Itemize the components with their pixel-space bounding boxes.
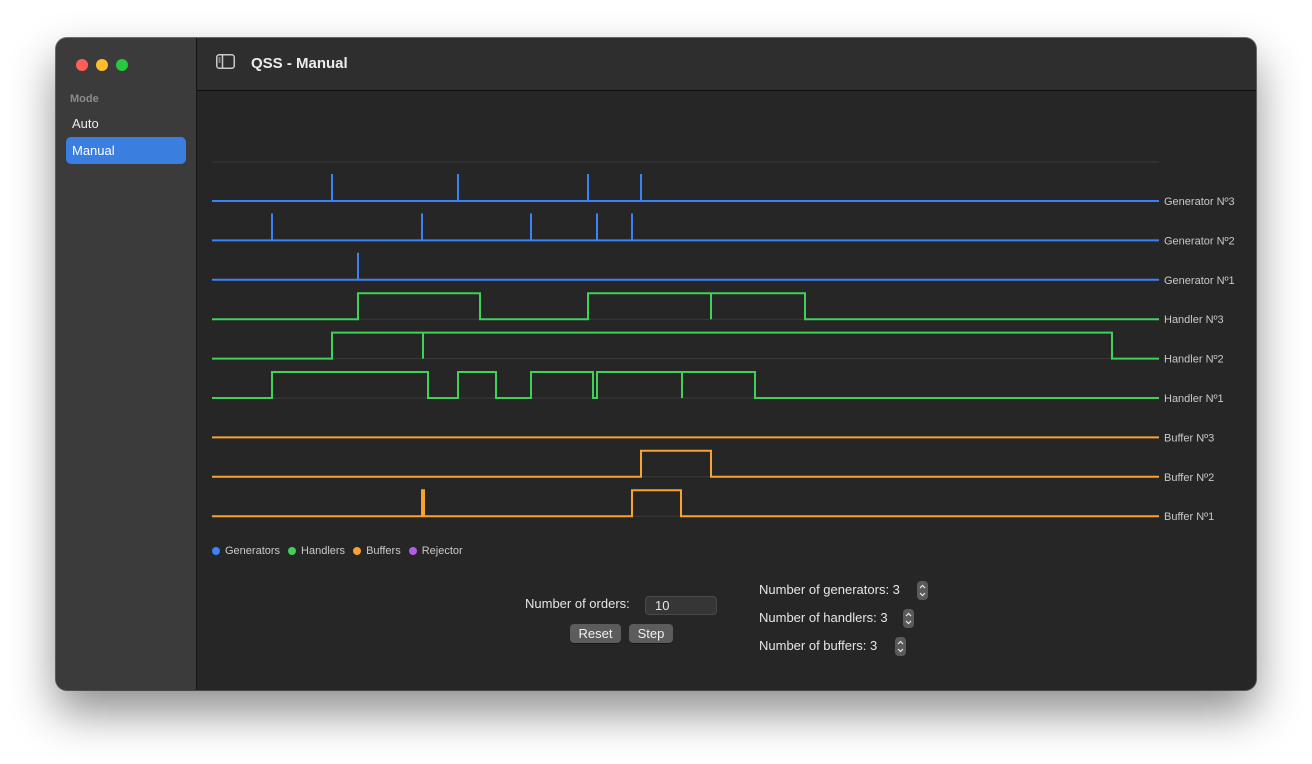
handlers-stepper[interactable] — [903, 609, 914, 628]
sidebar-section-mode: Mode — [70, 93, 99, 105]
busy-interval — [423, 333, 1112, 359]
generators-stepper[interactable] — [917, 581, 928, 600]
busy-interval — [358, 293, 480, 319]
timeline-row-handler-n-2: Handler Nº2 — [212, 331, 1224, 366]
busy-interval — [682, 372, 755, 398]
busy-interval — [332, 333, 423, 359]
busy-interval — [458, 372, 496, 398]
legend-dot-handlers — [288, 547, 297, 555]
timeline-row-generator-n-2: Generator Nº2 — [212, 213, 1235, 247]
timeline-row-handler-n-1: Handler Nº1 — [212, 371, 1224, 405]
legend-dot-generators — [212, 547, 220, 555]
busy-interval — [711, 293, 805, 319]
minimize-window-button[interactable] — [96, 59, 108, 71]
legend-dot-buffers — [353, 547, 362, 555]
timeline-row-buffer-n-1: Buffer Nº1 — [212, 489, 1214, 523]
orders-label: Number of orders: — [525, 596, 630, 611]
step-button[interactable]: Step — [629, 624, 673, 643]
timeline-row-label: Handler Nº2 — [1164, 354, 1224, 366]
close-window-button[interactable] — [76, 59, 88, 71]
timeline-row-label: Generator Nº1 — [1164, 275, 1235, 287]
state-trace — [212, 371, 1159, 399]
legend-label-rejector: Rejector — [421, 545, 463, 557]
legend-label-generators: Generators — [225, 545, 281, 557]
timeline-row-generator-n-3: Generator Nº3 — [212, 174, 1235, 208]
state-trace — [212, 331, 1159, 360]
timeline-row-label: Buffer Nº2 — [1164, 472, 1214, 484]
timeline-row-generator-n-1: Generator Nº1 — [212, 252, 1235, 287]
chart-legend: Generators Handlers Buffers Rejector — [212, 545, 463, 557]
buffers-count-label: Number of buffers: 3 — [759, 638, 878, 653]
app-window: Mode Auto Manual QSS - Manual Generator … — [56, 38, 1256, 690]
chevron-up-down-icon — [919, 584, 926, 597]
timeline-row-buffer-n-2: Buffer Nº2 — [212, 449, 1214, 484]
state-trace — [212, 292, 1159, 321]
busy-interval — [272, 372, 428, 398]
legend-dot-rejector — [408, 547, 417, 555]
timeline-row-label: Generator Nº3 — [1164, 196, 1235, 208]
busy-interval — [641, 451, 711, 477]
busy-interval — [531, 372, 593, 398]
orders-input[interactable] — [645, 596, 717, 615]
sidebar: Mode Auto Manual — [56, 38, 197, 690]
chevron-up-down-icon — [905, 612, 912, 625]
legend-item-buffers: Buffers — [353, 545, 401, 557]
busy-interval — [588, 293, 711, 319]
timeline-row-handler-n-3: Handler Nº3 — [212, 292, 1224, 326]
zoom-window-button[interactable] — [116, 59, 128, 71]
toolbar: QSS - Manual — [197, 38, 1256, 91]
sidebar-item-manual[interactable]: Manual — [66, 137, 186, 164]
timeline-chart: Generator Nº3 Generator Nº2 Generator Nº1 H… — [212, 161, 1235, 523]
timeline-row-label: Generator Nº2 — [1164, 235, 1235, 247]
chevron-up-down-icon — [897, 640, 904, 653]
generators-count-label: Number of generators: 3 — [759, 582, 900, 597]
legend-label-buffers: Buffers — [366, 545, 401, 557]
timeline-row-label: Buffer Nº3 — [1164, 432, 1214, 444]
timeline-row-label: Buffer Nº1 — [1164, 511, 1214, 523]
busy-interval — [632, 490, 681, 516]
timeline-row-label: Handler Nº1 — [1164, 393, 1224, 405]
state-trace — [212, 489, 1159, 518]
busy-interval — [597, 372, 682, 398]
legend-item-generators: Generators — [212, 545, 280, 557]
main-content: Generator Nº3 Generator Nº2 Generator Nº1 H… — [197, 91, 1256, 690]
sidebar-item-auto[interactable]: Auto — [72, 116, 99, 131]
legend-label-handlers: Handlers — [301, 545, 346, 557]
reset-button[interactable]: Reset — [570, 624, 621, 643]
window-title: QSS - Manual — [251, 55, 348, 72]
legend-item-rejector: Rejector — [408, 545, 463, 557]
timeline-row-buffer-n-3: Buffer Nº3 — [212, 432, 1214, 444]
state-trace — [212, 449, 1159, 478]
timeline-row-label: Handler Nº3 — [1164, 314, 1224, 326]
buffers-stepper[interactable] — [895, 637, 906, 656]
sidebar-toggle-icon[interactable] — [216, 54, 235, 74]
handlers-count-label: Number of handlers: 3 — [759, 610, 888, 625]
legend-item-handlers: Handlers — [288, 545, 345, 557]
